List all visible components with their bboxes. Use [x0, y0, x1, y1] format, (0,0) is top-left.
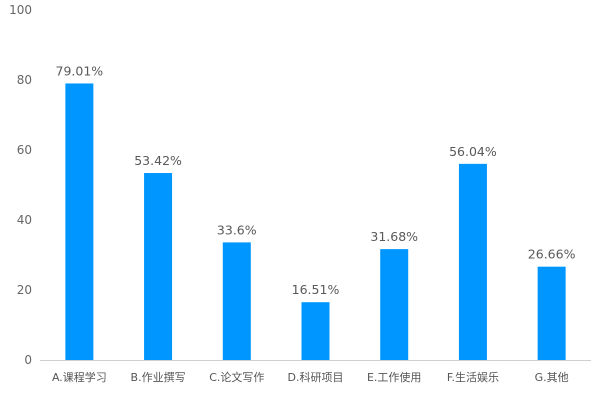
bar-value-label: 79.01%	[56, 63, 104, 78]
y-tick-label: 40	[17, 213, 32, 227]
y-tick-label: 60	[17, 143, 32, 157]
x-category-label: C.论文写作	[209, 370, 264, 384]
bar	[301, 302, 330, 360]
bar-value-label: 31.68%	[370, 229, 418, 244]
x-category-label: D.科研项目	[288, 370, 344, 384]
x-category-label: F.生活娱乐	[447, 370, 499, 384]
bar-value-label: 33.6%	[217, 222, 257, 237]
y-tick-label: 80	[17, 73, 32, 87]
bar	[144, 173, 173, 360]
y-axis-ticks: 0 20 40 60 80 100	[9, 3, 32, 367]
data-labels-group: 79.01% 53.42% 33.6% 16.51% 31.68% 56.04% 26.66…	[56, 63, 576, 297]
bar	[458, 163, 487, 360]
y-tick-label: 0	[24, 353, 32, 367]
x-category-label: A.课程学习	[52, 370, 107, 384]
bar-value-label: 16.51%	[292, 282, 340, 297]
bar-value-label: 53.42%	[134, 153, 182, 168]
bar-value-label: 56.04%	[449, 144, 497, 159]
bar	[65, 83, 94, 360]
x-category-label: E.工作使用	[367, 371, 421, 384]
category-labels-group: A.课程学习 B.作业撰写 C.论文写作 D.科研项目 E.工作使用 F.生活娱乐 G.其他	[52, 370, 569, 384]
bars-group	[65, 83, 566, 360]
x-category-label: B.作业撰写	[131, 370, 186, 384]
bar	[222, 242, 251, 360]
bar	[537, 266, 566, 360]
bar-value-label: 26.66%	[528, 247, 576, 262]
y-tick-label: 100	[9, 3, 32, 17]
y-tick-label: 20	[17, 283, 32, 297]
x-category-label: G.其他	[535, 371, 569, 384]
bar	[380, 249, 409, 360]
